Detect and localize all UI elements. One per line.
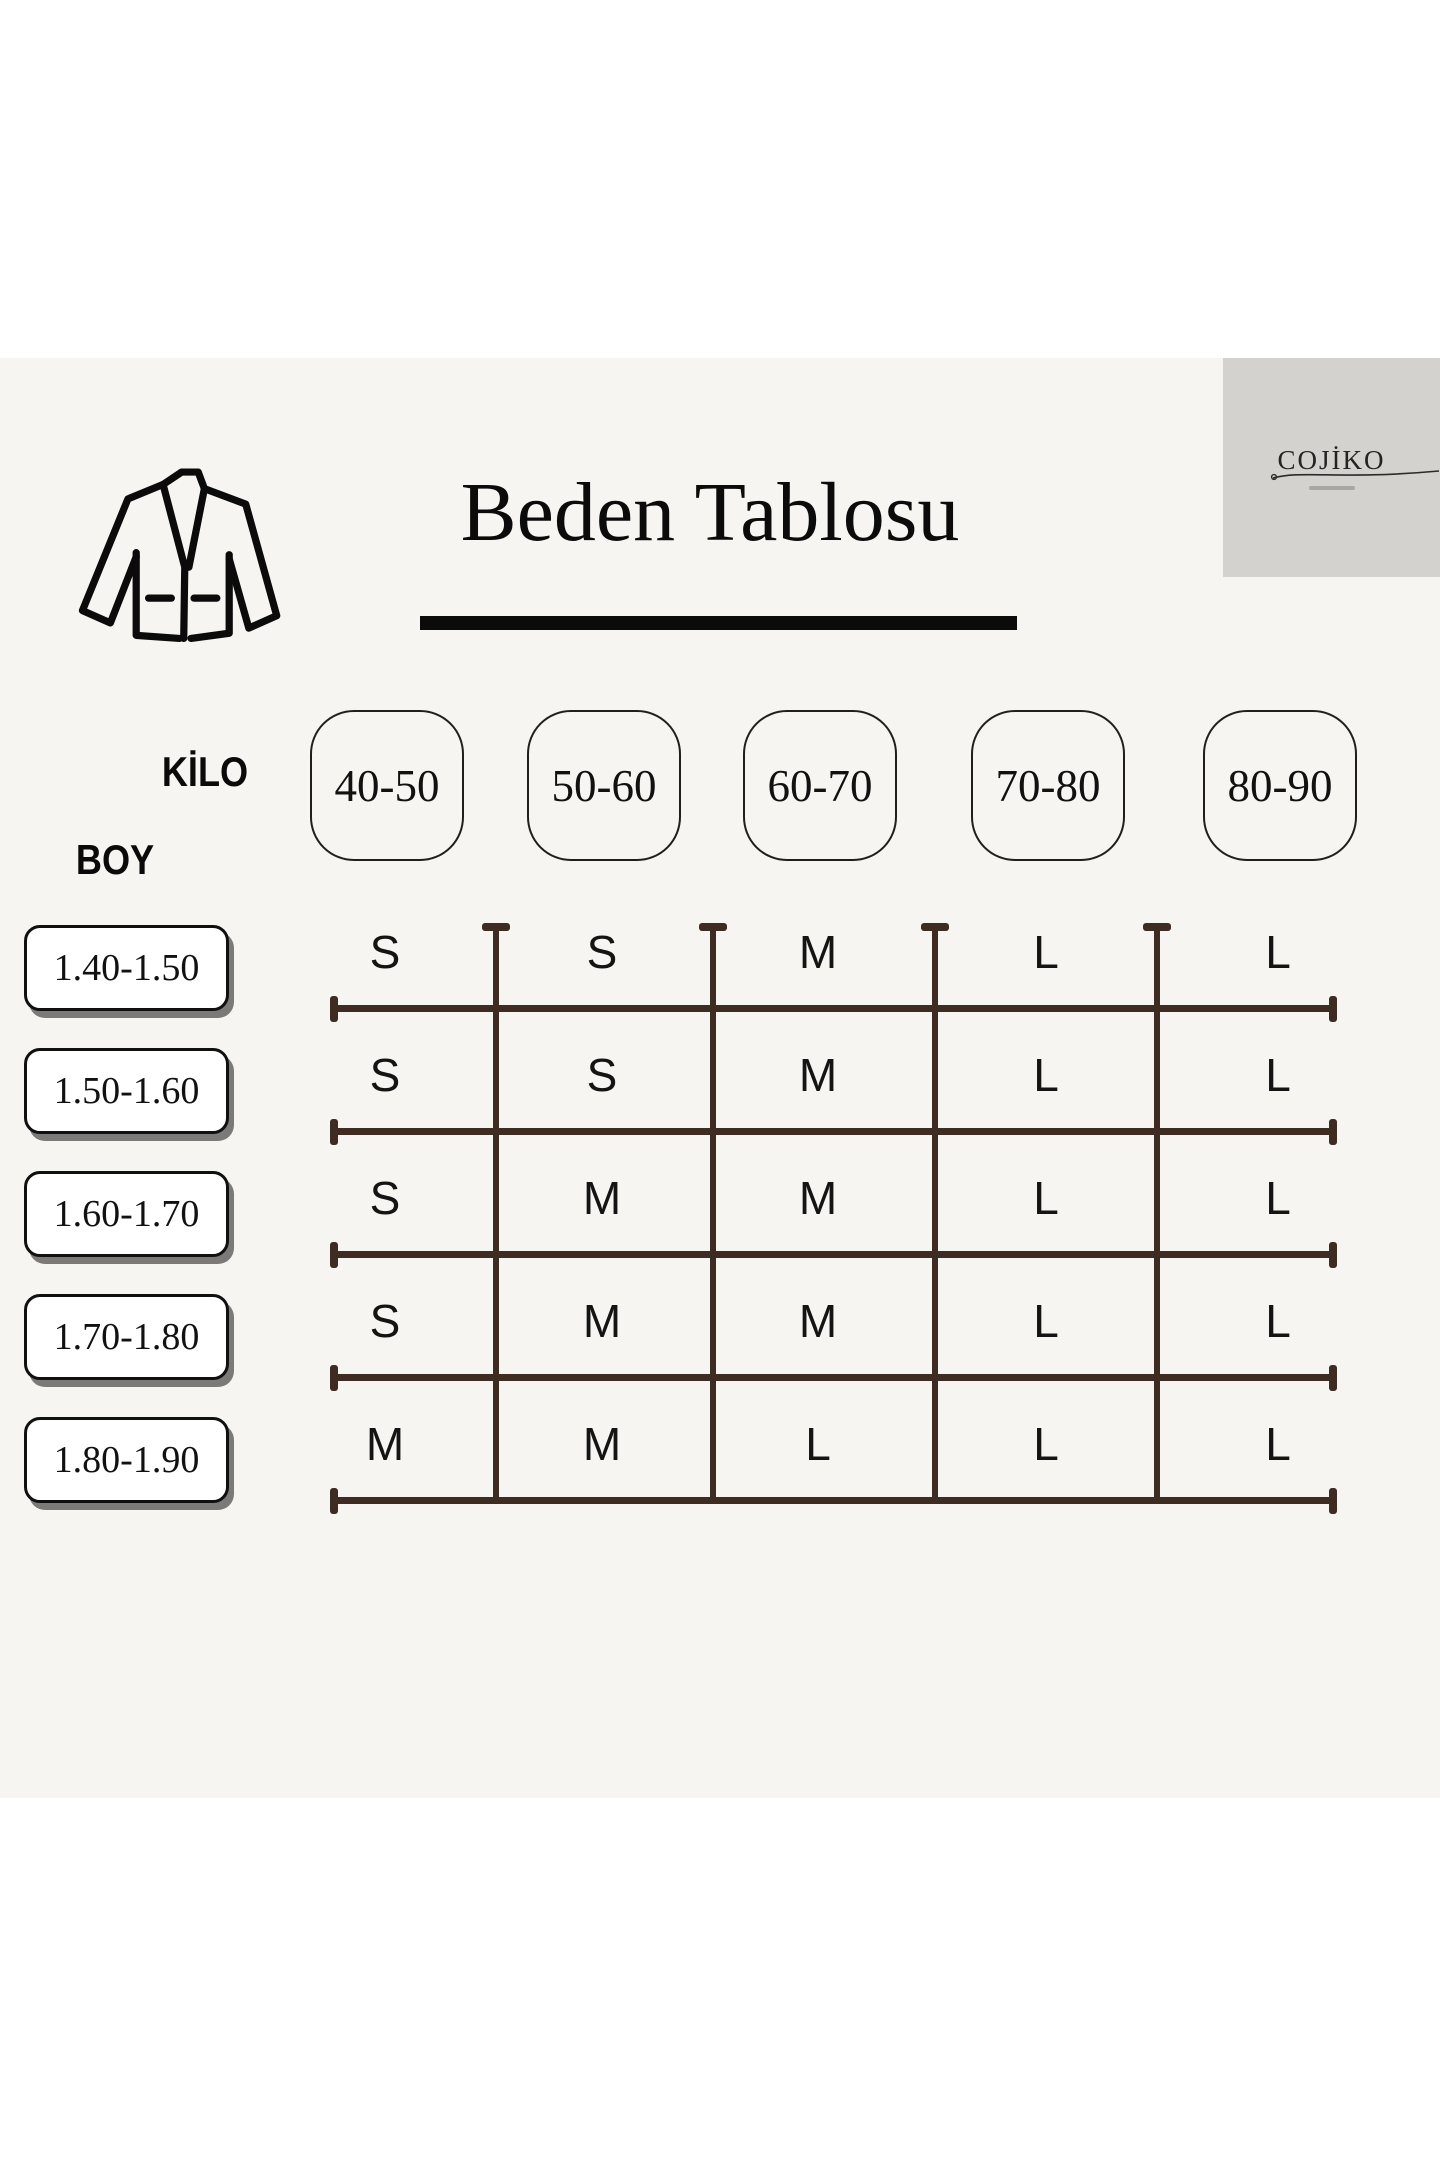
grid-vline-1 bbox=[482, 923, 510, 1503]
kilo-axis-label: KİLO bbox=[161, 748, 249, 795]
boy-box-5: 1.80-1.90 bbox=[24, 1417, 229, 1503]
brand-name: COJİKO bbox=[1277, 445, 1386, 475]
size-cell: L bbox=[1033, 1295, 1059, 1347]
size-cell: M bbox=[798, 1295, 838, 1347]
size-cell: M bbox=[365, 1418, 405, 1470]
boy-axis-label: BOY bbox=[75, 836, 155, 883]
kilo-box-4: 70-80 bbox=[971, 710, 1125, 861]
size-cell: S bbox=[369, 1172, 401, 1224]
boy-box-3: 1.60-1.70 bbox=[24, 1171, 229, 1257]
logo-tagline bbox=[1308, 486, 1355, 490]
size-cell: L bbox=[1265, 1418, 1291, 1470]
grid-vline-4 bbox=[1143, 923, 1171, 1503]
grid-hline-5 bbox=[330, 1488, 1337, 1514]
size-cell: L bbox=[805, 1418, 831, 1470]
size-cell: L bbox=[1265, 926, 1291, 978]
boy-box-2: 1.50-1.60 bbox=[24, 1048, 229, 1134]
size-cell: M bbox=[798, 926, 838, 978]
size-cell: S bbox=[369, 1295, 401, 1347]
safety-pin-icon bbox=[1271, 470, 1440, 481]
size-cell: L bbox=[1033, 926, 1059, 978]
size-cell: L bbox=[1265, 1295, 1291, 1347]
logo-box: COJİKO bbox=[1223, 358, 1440, 577]
size-cell: L bbox=[1265, 1172, 1291, 1224]
boy-box-1: 1.40-1.50 bbox=[24, 925, 229, 1011]
title-underline bbox=[420, 616, 1017, 630]
size-cell: L bbox=[1265, 1049, 1291, 1101]
grid-hline-2 bbox=[330, 1119, 1337, 1145]
grid-vline-2 bbox=[699, 923, 727, 1503]
grid-hline-4 bbox=[330, 1365, 1337, 1391]
size-cell: S bbox=[369, 1049, 401, 1101]
size-cell: M bbox=[798, 1049, 838, 1101]
kilo-box-2: 50-60 bbox=[527, 710, 681, 861]
size-cell: S bbox=[586, 1049, 618, 1101]
size-cell: L bbox=[1033, 1418, 1059, 1470]
size-cell: S bbox=[369, 926, 401, 978]
kilo-box-3: 60-70 bbox=[743, 710, 897, 861]
kilo-box-5: 80-90 bbox=[1203, 710, 1357, 861]
size-cell: M bbox=[798, 1172, 838, 1224]
kilo-box-1: 40-50 bbox=[310, 710, 464, 861]
size-cell: L bbox=[1033, 1049, 1059, 1101]
size-cell: M bbox=[582, 1418, 622, 1470]
size-cell: L bbox=[1033, 1172, 1059, 1224]
jacket-icon bbox=[78, 468, 281, 643]
size-cell: S bbox=[586, 926, 618, 978]
grid-vline-3 bbox=[921, 923, 949, 1503]
size-cell: M bbox=[582, 1295, 622, 1347]
grid-hline-3 bbox=[330, 1242, 1337, 1268]
page-title: Beden Tablosu bbox=[460, 466, 960, 559]
size-cell: M bbox=[582, 1172, 622, 1224]
boy-box-4: 1.70-1.80 bbox=[24, 1294, 229, 1380]
grid-hline-1 bbox=[330, 996, 1337, 1022]
brand-logo: COJİKO bbox=[1271, 445, 1440, 481]
